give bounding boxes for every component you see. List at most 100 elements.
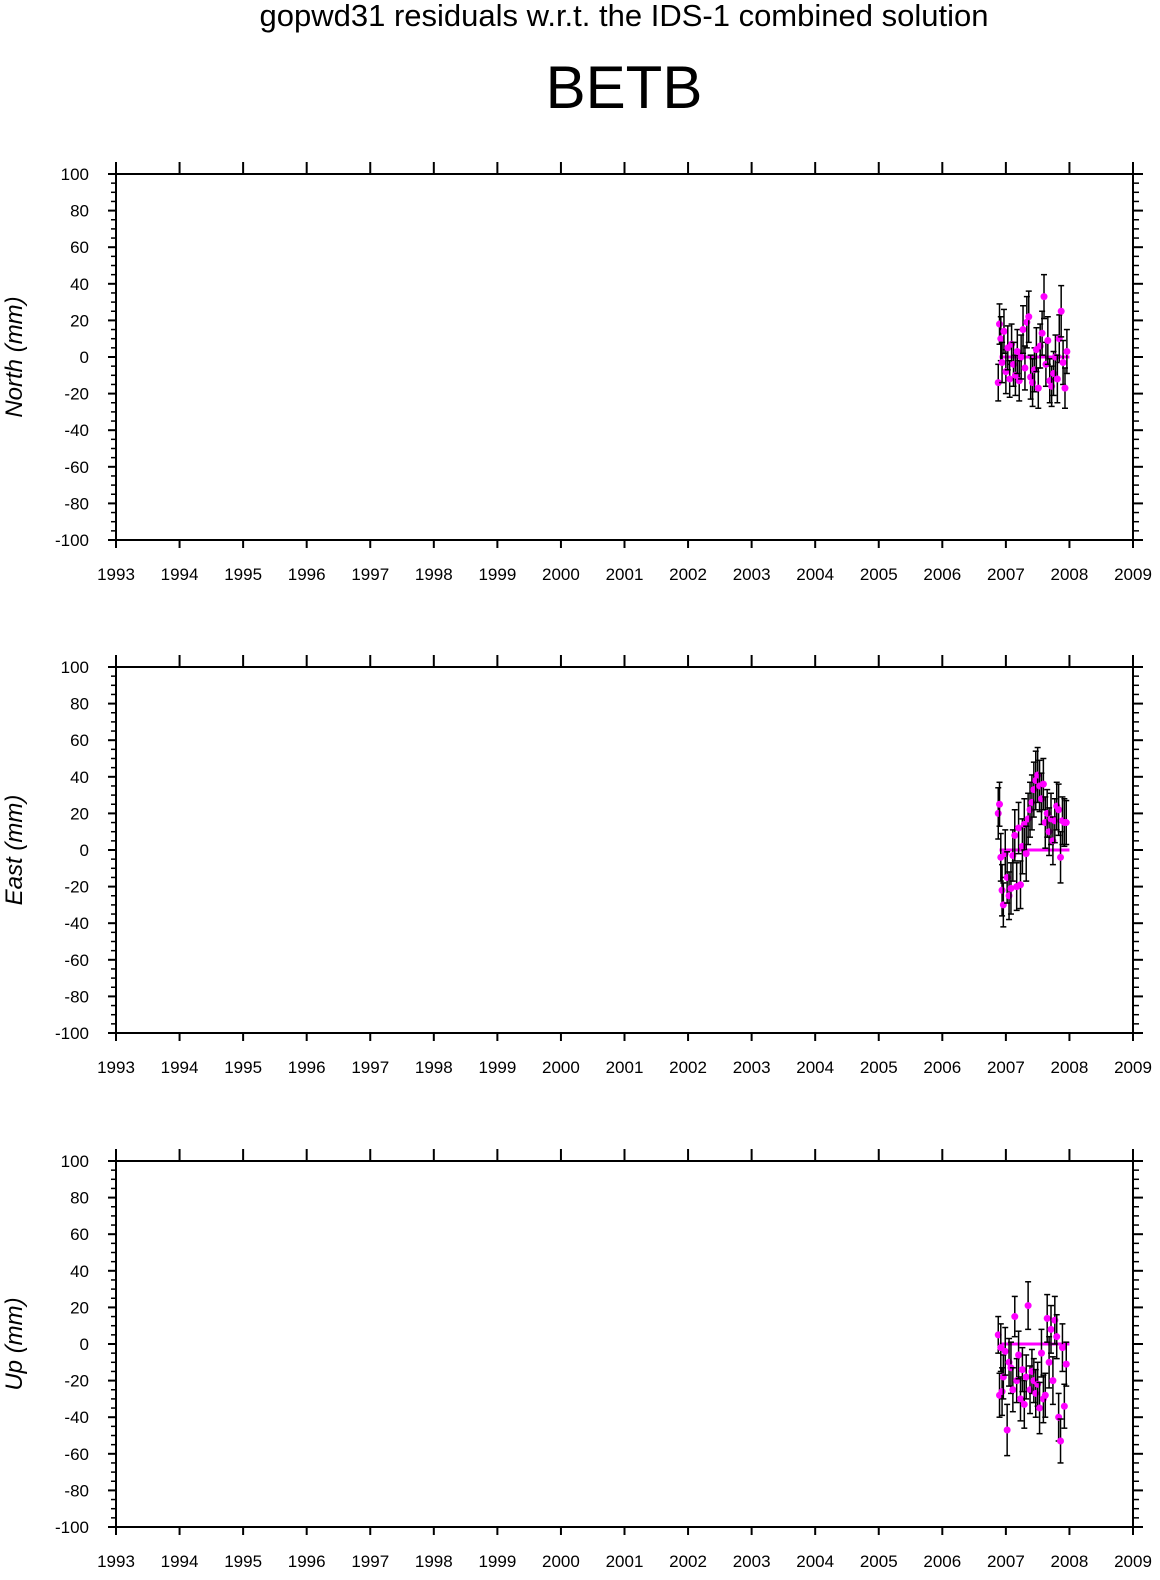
x-tick-label: 2009 xyxy=(1114,1552,1152,1571)
data-point xyxy=(1016,881,1024,889)
data-point xyxy=(1037,1349,1045,1357)
y-tick-label: -100 xyxy=(55,1518,89,1537)
x-tick-label: 2000 xyxy=(542,1552,580,1571)
x-tick-label: 2007 xyxy=(987,1058,1025,1077)
data-point xyxy=(1006,375,1014,383)
y-tick-label: -80 xyxy=(64,987,89,1006)
up-ylabel: Up (mm) xyxy=(1,1297,28,1390)
y-tick-label: 20 xyxy=(70,804,89,823)
y-tick-label: 0 xyxy=(80,841,89,860)
y-tick-label: 60 xyxy=(70,731,89,750)
x-tick-label: 2003 xyxy=(733,1058,771,1077)
data-point xyxy=(1007,884,1015,892)
x-tick-label: 2002 xyxy=(669,1058,707,1077)
data-point xyxy=(1039,780,1047,788)
data-point xyxy=(1057,853,1065,861)
data-point xyxy=(1058,1344,1066,1352)
x-tick-label: 1996 xyxy=(288,1552,326,1571)
data-point xyxy=(1057,307,1065,315)
x-tick-label: 2005 xyxy=(860,565,898,584)
north-panel: 1993 1994 1995 1996 1997 1998 1999 2000 2001 2002… xyxy=(1,162,1152,584)
data-point xyxy=(1036,1404,1044,1412)
x-tick-label: 2002 xyxy=(669,565,707,584)
data-point xyxy=(998,358,1006,366)
east-plot-frame xyxy=(115,666,1134,1034)
x-tick-label: 2004 xyxy=(796,1552,834,1571)
x-tick-label: 2006 xyxy=(923,1058,961,1077)
x-tick-label: 2008 xyxy=(1051,565,1089,584)
x-tick-label: 1999 xyxy=(478,1552,516,1571)
data-point xyxy=(998,886,1006,894)
y-tick-label: 100 xyxy=(61,658,89,677)
x-tick-label: 2000 xyxy=(542,1058,580,1077)
data-point xyxy=(1041,1391,1049,1399)
x-tick-label: 2006 xyxy=(923,565,961,584)
data-point xyxy=(1062,1360,1070,1368)
x-tick-label: 2006 xyxy=(923,1552,961,1571)
x-tick-label: 1995 xyxy=(224,1058,262,1077)
data-point xyxy=(1016,1395,1024,1403)
data-point xyxy=(1063,348,1071,356)
data-point xyxy=(1044,337,1052,345)
data-point xyxy=(1025,313,1033,321)
y-tick-label: 80 xyxy=(70,202,89,221)
x-tick-label: 2001 xyxy=(606,1552,644,1571)
data-point xyxy=(1060,1402,1068,1410)
x-tick-label: 1994 xyxy=(161,565,199,584)
north-plot-frame xyxy=(115,173,1134,541)
data-point xyxy=(1055,806,1063,814)
data-point xyxy=(1019,326,1027,334)
data-point xyxy=(1038,329,1046,337)
data-point xyxy=(1009,1386,1017,1394)
data-point xyxy=(1047,1325,1055,1333)
y-tick-label: -60 xyxy=(64,951,89,970)
data-point xyxy=(1062,819,1070,827)
x-tick-label: 2005 xyxy=(860,1058,898,1077)
x-tick-label: 1994 xyxy=(161,1058,199,1077)
y-tick-label: 40 xyxy=(70,275,89,294)
data-point xyxy=(1011,1313,1019,1321)
x-tick-label: 2001 xyxy=(606,565,644,584)
y-tick-label: -100 xyxy=(55,1024,89,1043)
data-point xyxy=(1011,831,1019,839)
data-point xyxy=(1015,1351,1023,1359)
data-point xyxy=(994,379,1002,387)
x-tick-label: 1994 xyxy=(161,1552,199,1571)
data-point xyxy=(996,320,1004,328)
x-tick-label: 2002 xyxy=(669,1552,707,1571)
y-tick-label: 40 xyxy=(70,1262,89,1281)
x-tick-label: 2008 xyxy=(1051,1058,1089,1077)
data-point xyxy=(1045,1358,1053,1366)
data-point xyxy=(994,809,1002,817)
x-tick-label: 1993 xyxy=(97,1552,135,1571)
data-point xyxy=(1022,1373,1030,1381)
data-point xyxy=(997,335,1005,343)
x-tick-label: 1993 xyxy=(97,1058,135,1077)
y-tick-label: -100 xyxy=(55,531,89,550)
x-tick-label: 1997 xyxy=(351,1552,389,1571)
x-tick-label: 1999 xyxy=(478,1058,516,1077)
data-point xyxy=(1040,293,1048,301)
x-tick-label: 1996 xyxy=(288,565,326,584)
y-tick-label: -20 xyxy=(64,385,89,404)
data-point xyxy=(1001,1347,1009,1355)
y-tick-label: 20 xyxy=(70,311,89,330)
data-point xyxy=(1043,1314,1051,1322)
x-tick-label: 2003 xyxy=(733,1552,771,1571)
data-point xyxy=(1020,1400,1028,1408)
y-tick-label: -60 xyxy=(64,1445,89,1464)
x-tick-label: 1997 xyxy=(351,565,389,584)
y-tick-label: 80 xyxy=(70,1189,89,1208)
x-tick-label: 2007 xyxy=(987,1552,1025,1571)
x-tick-label: 1997 xyxy=(351,1058,389,1077)
data-point xyxy=(1049,1377,1057,1385)
x-tick-label: 2004 xyxy=(796,1058,834,1077)
data-point xyxy=(1017,353,1025,361)
east-ylabel: East (mm) xyxy=(1,795,28,906)
x-tick-label: 2003 xyxy=(733,565,771,584)
x-tick-label: 1993 xyxy=(97,565,135,584)
y-tick-label: -80 xyxy=(64,1481,89,1500)
y-tick-label: -40 xyxy=(64,421,89,440)
x-tick-label: 1995 xyxy=(224,565,262,584)
